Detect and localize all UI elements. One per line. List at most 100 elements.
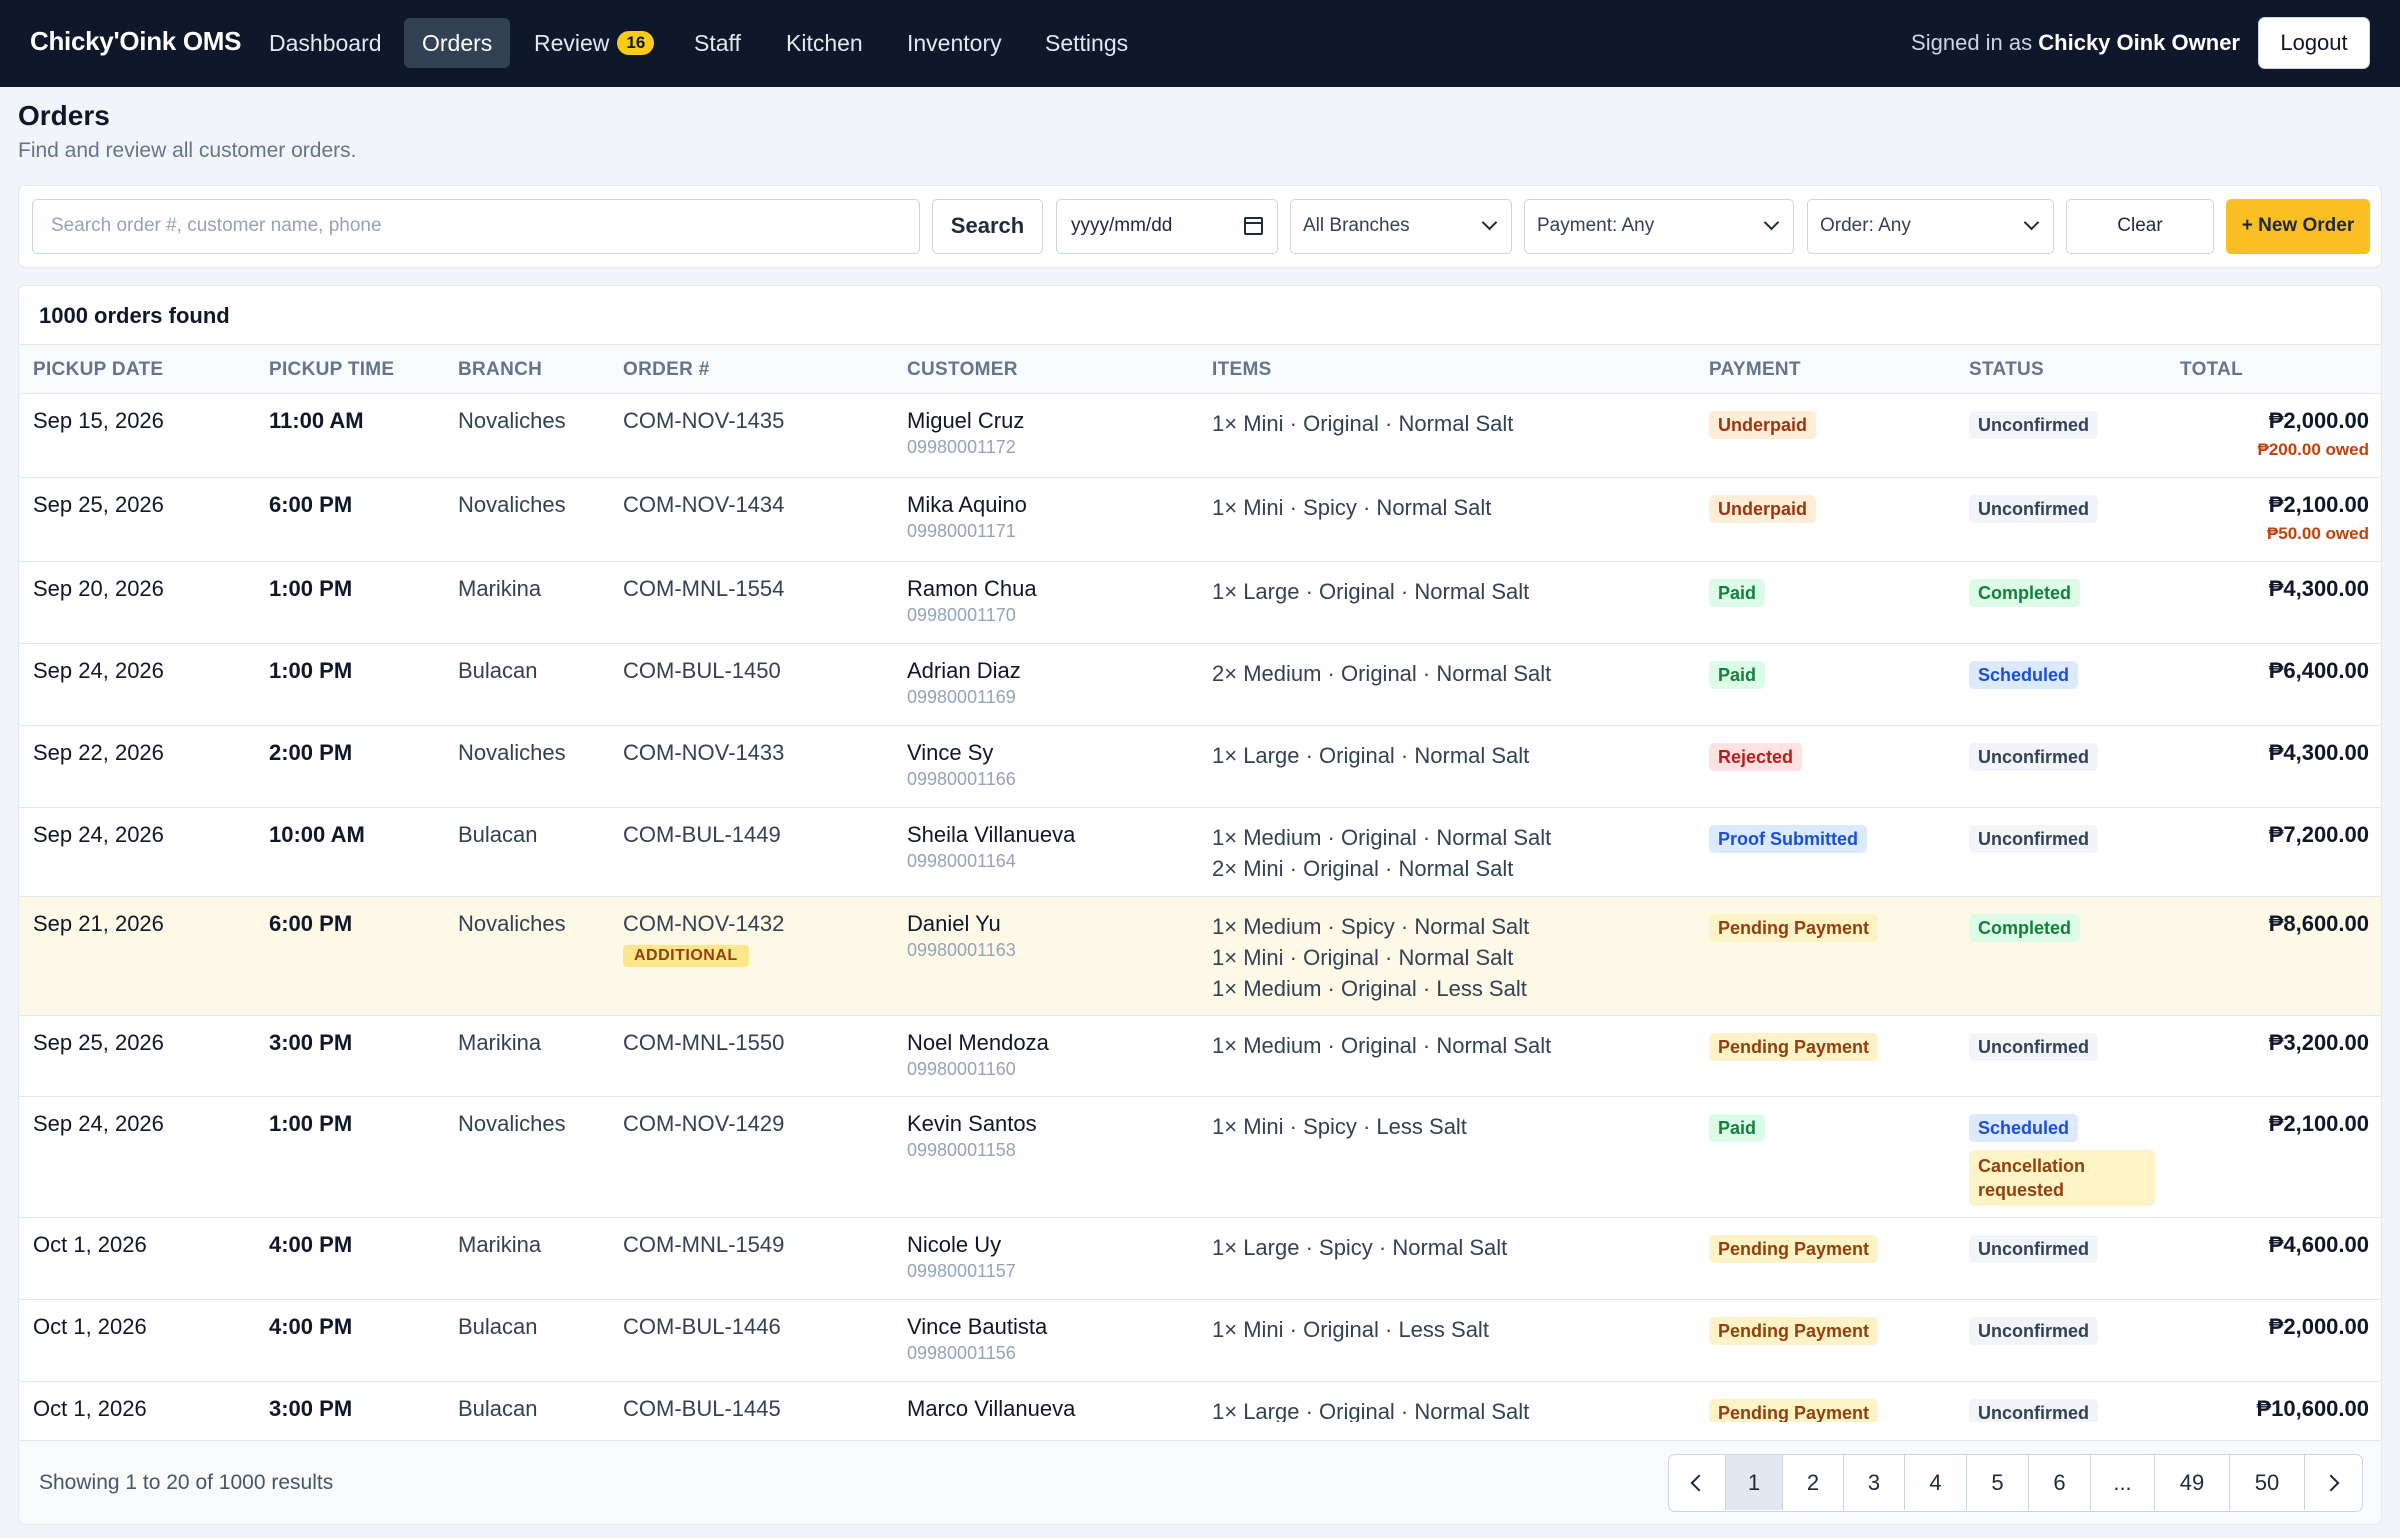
total-amount: ₱4,600.00 — [2268, 1232, 2369, 1257]
table-row[interactable]: Oct 1, 2026 4:00 PM Bulacan COM-BUL-1446 Vin… — [19, 1300, 2381, 1382]
payment-badge: Pending Payment — [1709, 1399, 1879, 1422]
col-status[interactable]: STATUS — [1969, 359, 2044, 380]
payment-select[interactable]: Payment: Any — [1524, 199, 1794, 254]
status-badge: Unconfirmed — [1969, 1399, 2099, 1422]
pickup-time: 4:00 PM — [269, 1232, 353, 1257]
order-status-select[interactable]: Order: Any — [1807, 199, 2054, 254]
page-button[interactable]: 49 — [2155, 1455, 2230, 1510]
nav-item-inventory[interactable]: Inventory — [907, 30, 1002, 56]
logout-button[interactable]: Logout — [2258, 17, 2370, 69]
item-line: 1× Mini · Original · Less Salt — [1212, 1317, 1489, 1342]
order-number-text[interactable]: COM-NOV-1434 — [623, 492, 785, 517]
page-button[interactable]: 6 — [2029, 1455, 2091, 1510]
item-line: 1× Mini · Original · Normal Salt — [1212, 945, 1514, 970]
nav-item-kitchen[interactable]: Kitchen — [786, 30, 863, 56]
order-number-text[interactable]: COM-BUL-1445 — [623, 1396, 781, 1421]
date-picker[interactable]: yyyy/mm/dd — [1056, 199, 1278, 254]
table-row[interactable]: Sep 21, 2026 6:00 PM Novaliches COM-NOV-143… — [19, 897, 2381, 1016]
status-cell: Unconfirmed — [1969, 1033, 2155, 1061]
payment-cell: Pending Payment — [1709, 1317, 1879, 1345]
order-number-text[interactable]: COM-NOV-1429 — [623, 1111, 785, 1136]
order-number-text[interactable]: COM-MNL-1549 — [623, 1232, 785, 1257]
order-number[interactable]: COM-NOV-1433 — [623, 740, 784, 766]
table-row[interactable]: Sep 24, 2026 1:00 PM Bulacan COM-BUL-1450 Ad… — [19, 644, 2381, 726]
page-button[interactable]: 4 — [1905, 1455, 1967, 1510]
order-number-text[interactable]: COM-NOV-1432 — [623, 911, 785, 936]
status-cell: Unconfirmed — [1969, 1399, 2155, 1422]
calendar-icon[interactable] — [1244, 217, 1263, 235]
order-number[interactable]: COM-BUL-1449 — [623, 822, 781, 848]
branch-select[interactable]: All Branches — [1290, 199, 1512, 254]
payment-cell: Proof Submitted — [1709, 825, 1867, 853]
order-number[interactable]: COM-MNL-1554 — [623, 576, 784, 602]
col-total[interactable]: TOTAL — [2180, 359, 2244, 380]
order-items: 2× Medium · Original · Normal Salt — [1212, 658, 1551, 689]
chevron-left-icon[interactable] — [1669, 1455, 1726, 1510]
table-row[interactable]: Sep 15, 2026 11:00 AM Novaliches COM-NOV-14… — [19, 394, 2381, 478]
order-items: 1× Large · Original · Normal Salt — [1212, 740, 1529, 771]
order-number-text[interactable]: COM-MNL-1554 — [623, 576, 785, 601]
brand-logo[interactable]: Chicky'Oink OMS — [30, 26, 242, 56]
order-number[interactable]: COM-NOV-1429 — [623, 1111, 784, 1137]
col-pickup-time[interactable]: PICKUP TIME — [269, 359, 395, 380]
col-payment[interactable]: PAYMENT — [1709, 359, 1801, 380]
order-number[interactable]: COM-BUL-1445 — [623, 1396, 781, 1422]
clear-button[interactable]: Clear — [2066, 199, 2214, 254]
chevron-right-icon[interactable] — [2305, 1455, 2362, 1510]
nav-item-orders[interactable]: Orders — [404, 18, 511, 68]
payment-badge: Paid — [1709, 1114, 1766, 1142]
table-row[interactable]: Sep 22, 2026 2:00 PM Novaliches COM-NOV-143… — [19, 726, 2381, 808]
table-row[interactable]: Sep 25, 2026 6:00 PM Novaliches COM-NOV-143… — [19, 478, 2381, 562]
order-number-text[interactable]: COM-BUL-1449 — [623, 822, 781, 847]
col-branch[interactable]: BRANCH — [458, 359, 543, 380]
page-button[interactable]: 2 — [1783, 1455, 1844, 1510]
pickup-time: 1:00 PM — [269, 1111, 353, 1136]
search-input[interactable]: Search order #, customer name, phone — [32, 199, 920, 254]
page-button[interactable]: 1 — [1726, 1455, 1783, 1510]
search-button[interactable]: Search — [932, 199, 1043, 254]
page-button[interactable]: 5 — [1967, 1455, 2029, 1510]
customer: Marco Villanueva09980001155 — [907, 1396, 1075, 1422]
order-number[interactable]: COM-MNL-1550 — [623, 1030, 784, 1056]
page-button[interactable]: ... — [2091, 1455, 2155, 1510]
order-number[interactable]: COM-BUL-1446 — [623, 1314, 781, 1340]
table-row[interactable]: Oct 1, 2026 3:00 PM Bulacan COM-BUL-1445 Mar… — [19, 1382, 2381, 1422]
order-number[interactable]: COM-NOV-1434 — [623, 492, 784, 518]
customer-name: Daniel Yu — [907, 911, 1001, 936]
nav-item-review[interactable]: Review 16 — [516, 18, 672, 68]
order-number-text[interactable]: COM-NOV-1435 — [623, 408, 785, 433]
table-row[interactable]: Sep 25, 2026 3:00 PM Marikina COM-MNL-1550 N… — [19, 1016, 2381, 1097]
order-number[interactable]: COM-MNL-1549 — [623, 1232, 784, 1258]
item-line: 1× Medium · Original · Normal Salt — [1212, 1033, 1552, 1058]
order-number-text[interactable]: COM-BUL-1446 — [623, 1314, 781, 1339]
order-number[interactable]: COM-NOV-1435 — [623, 408, 784, 434]
nav-item-settings[interactable]: Settings — [1045, 30, 1129, 56]
table-row[interactable]: Oct 1, 2026 4:00 PM Marikina COM-MNL-1549 Ni… — [19, 1218, 2381, 1300]
payment-badge: Pending Payment — [1709, 1033, 1879, 1061]
pickup-time: 6:00 PM — [269, 911, 353, 936]
order-number-text[interactable]: COM-NOV-1433 — [623, 740, 785, 765]
col-pickup-date[interactable]: PICKUP DATE — [33, 359, 164, 380]
order-select-value: Order: Any — [1820, 215, 1911, 236]
order-number[interactable]: COM-NOV-1432 ADDITIONAL — [623, 911, 784, 967]
page-button[interactable]: 3 — [1844, 1455, 1905, 1510]
table-row[interactable]: Sep 20, 2026 1:00 PM Marikina COM-MNL-1554 R… — [19, 562, 2381, 644]
col-items[interactable]: ITEMS — [1212, 359, 1272, 380]
order-number-text[interactable]: COM-BUL-1450 — [623, 658, 781, 683]
nav-item-dashboard[interactable]: Dashboard — [269, 30, 382, 56]
col-customer[interactable]: CUSTOMER — [907, 359, 1018, 380]
customer-phone: 09980001158 — [907, 1140, 1016, 1160]
page-button[interactable]: 50 — [2230, 1455, 2305, 1510]
pickup-date: Sep 15, 2026 — [33, 408, 164, 433]
new-order-button[interactable]: + New Order — [2226, 199, 2370, 254]
order-number[interactable]: COM-BUL-1450 — [623, 658, 781, 684]
order-number-text[interactable]: COM-MNL-1550 — [623, 1030, 785, 1055]
order-items: 1× Mini · Original · Normal Salt — [1212, 408, 1513, 439]
branch: Novaliches — [458, 408, 566, 433]
item-line: 1× Mini · Spicy · Normal Salt — [1212, 495, 1492, 520]
col-order[interactable]: ORDER # — [623, 359, 710, 380]
nav-item-staff[interactable]: Staff — [694, 30, 741, 56]
customer: Vince Bautista 09980001156 — [907, 1314, 1047, 1364]
table-row[interactable]: Sep 24, 2026 10:00 AM Bulacan COM-BUL-1449 S… — [19, 808, 2381, 897]
table-row[interactable]: Sep 24, 2026 1:00 PM Novaliches COM-NOV-142… — [19, 1097, 2381, 1218]
